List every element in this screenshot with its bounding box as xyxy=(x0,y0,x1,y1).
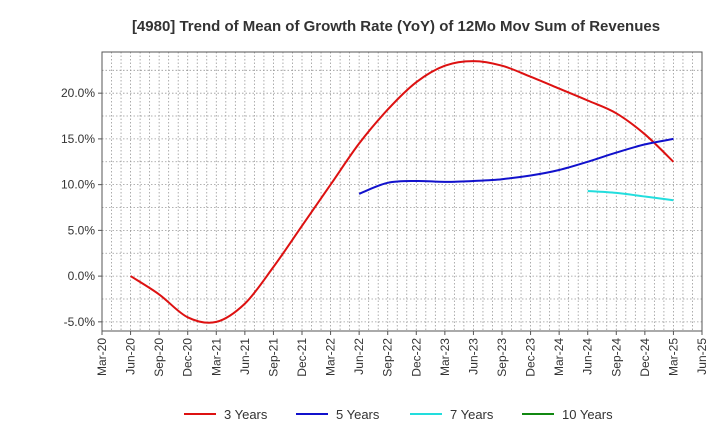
y-tick-label: 20.0% xyxy=(61,86,95,100)
y-tick-label: 5.0% xyxy=(68,223,96,237)
x-tick-label: Sep-21 xyxy=(266,338,280,377)
x-tick-label: Sep-24 xyxy=(609,338,623,377)
x-tick-label: Mar-25 xyxy=(666,338,680,376)
series-line-3-years xyxy=(130,60,675,324)
legend-label-10-years: 10 Years xyxy=(562,407,613,422)
x-tick-label: Dec-22 xyxy=(409,338,423,377)
x-tick-label: Mar-20 xyxy=(95,338,109,376)
y-tick-label: -5.0% xyxy=(64,315,96,329)
x-tick-label: Dec-23 xyxy=(524,338,538,377)
x-tick-label: Mar-21 xyxy=(209,338,223,376)
x-tick-label: Mar-24 xyxy=(552,338,566,376)
x-tick-label: Mar-23 xyxy=(438,338,452,376)
y-tick-label: 10.0% xyxy=(61,178,95,192)
x-tick-label: Sep-23 xyxy=(495,338,509,377)
x-tick-label: Dec-24 xyxy=(638,338,652,377)
y-tick-label: 15.0% xyxy=(61,132,95,146)
legend-label-5-years: 5 Years xyxy=(336,407,380,422)
x-tick-label: Sep-22 xyxy=(381,338,395,377)
y-axis: -5.0% 0.0% 5.0% 10.0% 15.0% 20.0% xyxy=(61,86,102,329)
x-axis: Mar-20 Jun-20 Sep-20 Dec-20 Mar-21 Jun-21 Sep-… xyxy=(95,331,709,377)
y-tick-label: 0.0% xyxy=(68,269,96,283)
plot-area-frame xyxy=(101,51,703,332)
x-tick-label: Jun-21 xyxy=(238,338,252,375)
chart-title: [4980] Trend of Mean of Growth Rate (YoY… xyxy=(132,18,660,35)
legend: 3 Years 5 Years 7 Years 10 Years xyxy=(184,407,613,422)
x-tick-label: Mar-22 xyxy=(324,338,338,376)
x-tick-label: Dec-21 xyxy=(295,338,309,377)
x-tick-label: Jun-24 xyxy=(581,338,595,375)
grid xyxy=(102,52,702,331)
x-tick-label: Dec-20 xyxy=(181,338,195,377)
x-tick-label: Jun-25 xyxy=(695,338,709,375)
legend-label-3-years: 3 Years xyxy=(224,407,268,422)
x-tick-label: Jun-23 xyxy=(466,338,480,375)
series-line-5-years xyxy=(358,137,674,195)
x-tick-label: Sep-20 xyxy=(152,338,166,377)
series-lines xyxy=(130,60,675,324)
x-tick-label: Jun-20 xyxy=(124,338,138,375)
series-line-7-years xyxy=(587,190,674,202)
legend-label-7-years: 7 Years xyxy=(450,407,494,422)
x-tick-label: Jun-22 xyxy=(352,338,366,375)
